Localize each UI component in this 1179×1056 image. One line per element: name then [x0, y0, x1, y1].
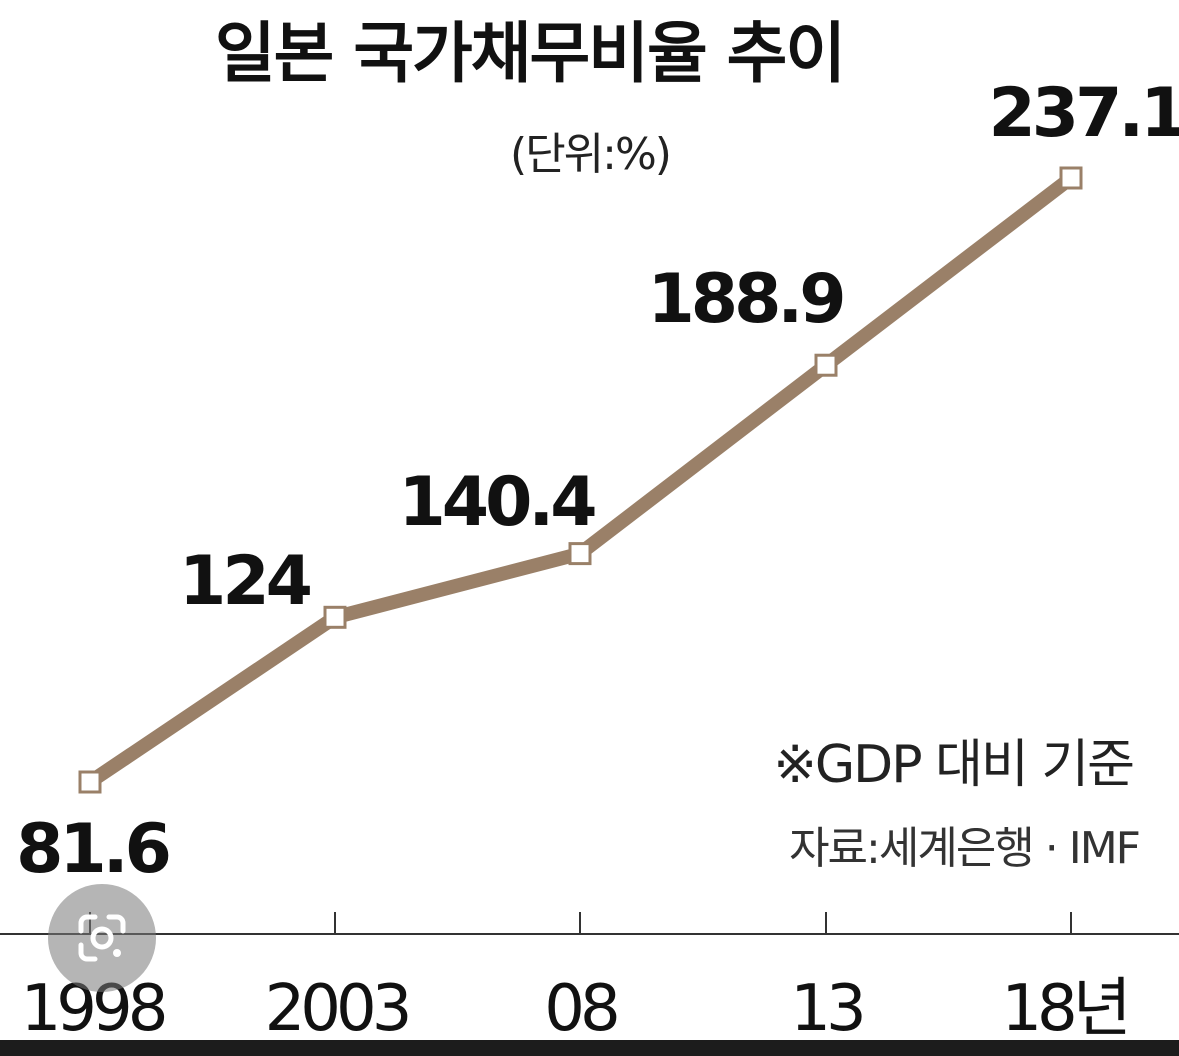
data-point-18년	[1059, 166, 1083, 190]
chart-title: 일본 국가채무비율 추이	[214, 15, 846, 92]
chart-source: 자료:세계은행 · IMF	[789, 823, 1141, 874]
x-axis	[0, 912, 1179, 935]
google-lens-icon	[78, 914, 126, 962]
data-point-2003	[323, 605, 347, 629]
data-point-13	[814, 353, 838, 377]
data-labels: 81.6 124 140.4 188.9 237.1	[16, 74, 1179, 889]
x-tick-labels: 1998 2003 08 13 18년	[21, 972, 1132, 1046]
data-label-18년: 237.1	[988, 74, 1179, 153]
x-tick-label-2: 08	[544, 972, 617, 1046]
data-label-08: 140.4	[398, 463, 595, 542]
unit-label: (단위:%)	[510, 129, 672, 180]
data-label-2003: 124	[179, 542, 311, 621]
system-bottom-bar	[0, 1040, 1179, 1056]
series-points	[78, 166, 1083, 794]
x-tick-label-3: 13	[790, 972, 862, 1046]
data-point-08	[568, 542, 592, 566]
data-point-1998	[78, 770, 102, 794]
chart-annotation: ※GDP 대비 기준	[773, 735, 1135, 795]
google-lens-button[interactable]	[48, 884, 156, 992]
data-label-1998: 81.6	[16, 810, 168, 889]
x-tick-label-1: 2003	[265, 972, 408, 1046]
data-label-13: 188.9	[647, 260, 842, 339]
x-tick-label-4: 18년	[1001, 972, 1126, 1046]
